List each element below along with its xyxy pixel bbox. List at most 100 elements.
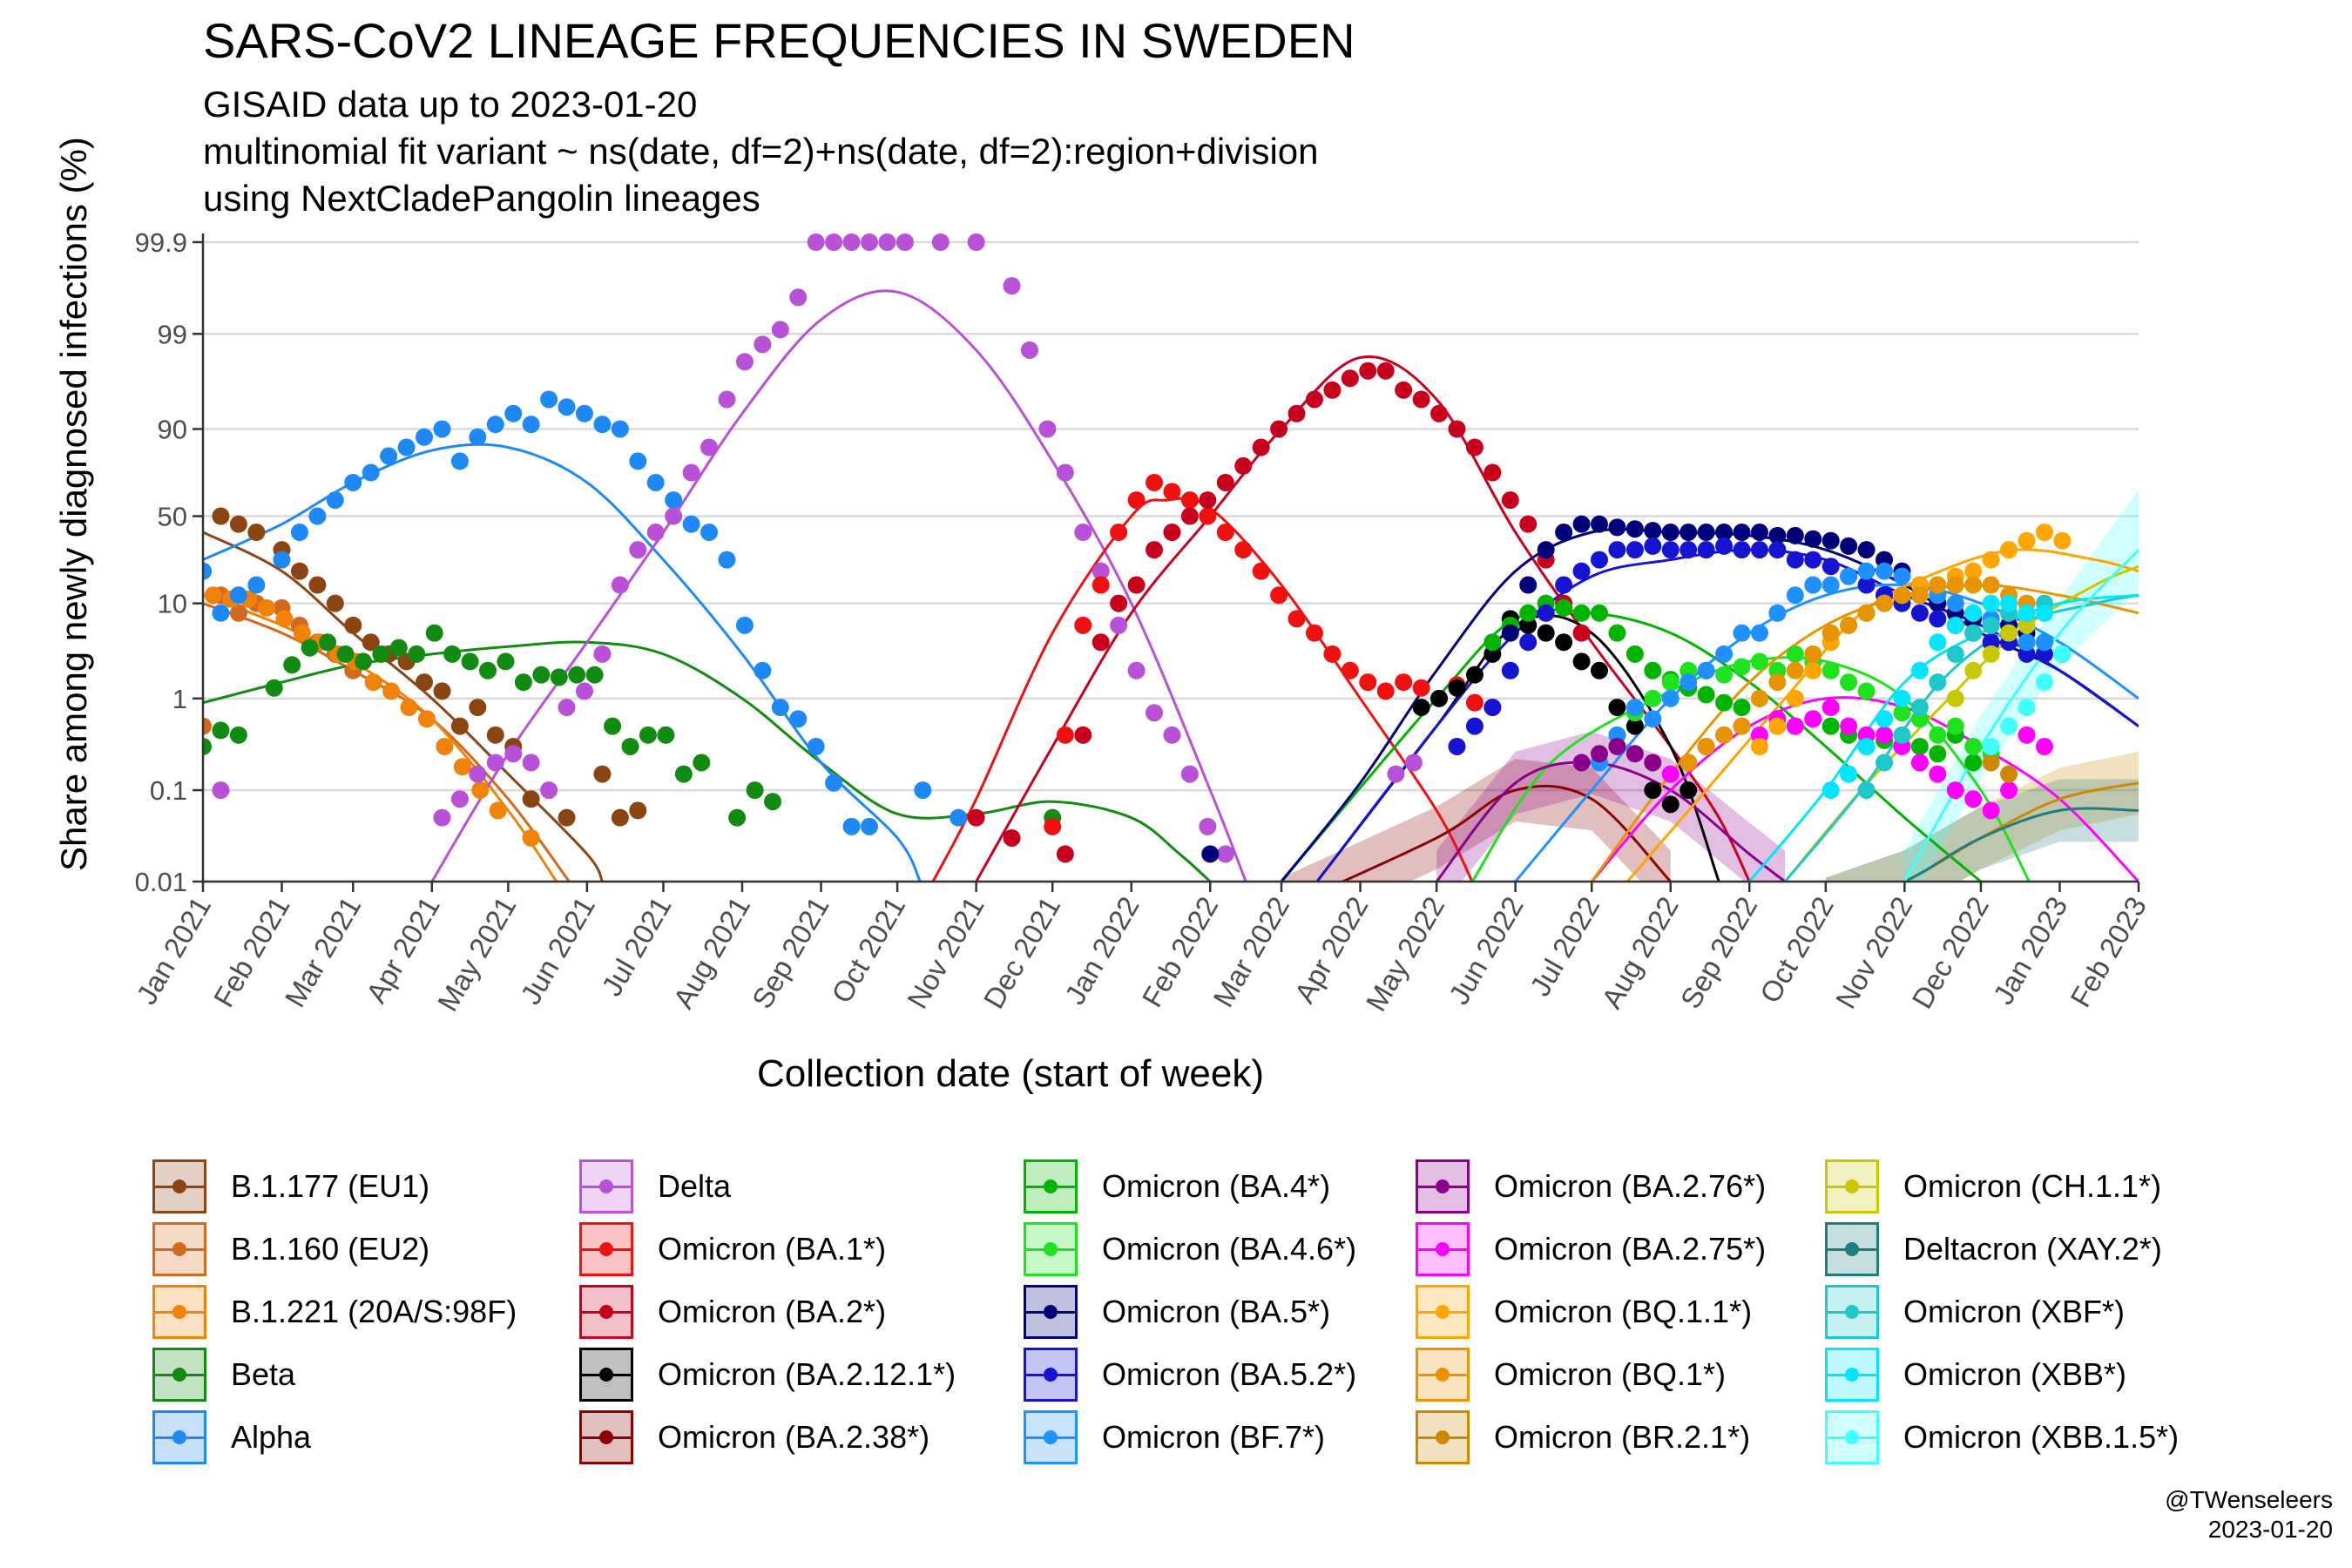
point-omicron-ba-2-12-1 bbox=[1572, 652, 1591, 671]
point-b-1-177-eu1 bbox=[416, 673, 434, 692]
legend-item: Omicron (BA.1*) bbox=[579, 1221, 886, 1277]
legend-item: Alpha bbox=[152, 1409, 311, 1465]
point-omicron-ba-1 bbox=[1252, 562, 1270, 580]
point-alpha bbox=[700, 524, 719, 542]
credit: @TWenseleers 2023-01-20 bbox=[2165, 1485, 2333, 1544]
point-omicron-ba-2-75 bbox=[2035, 737, 2053, 755]
legend-key bbox=[579, 1222, 633, 1276]
point-alpha bbox=[860, 817, 878, 835]
y-axis-label: Share among newly diagnosed infections (… bbox=[53, 137, 94, 871]
point-alpha bbox=[273, 551, 291, 569]
point-omicron-ba-5-2 bbox=[1448, 737, 1466, 755]
band-omicron-ba-2-76 bbox=[1436, 731, 1786, 882]
x-tick-label: Oct 2022 bbox=[1754, 891, 1840, 1008]
point-omicron-xbb bbox=[1946, 616, 1964, 634]
point-beta bbox=[639, 726, 657, 744]
point-alpha bbox=[771, 699, 789, 717]
legend-item: Omicron (BA.2.38*) bbox=[579, 1409, 929, 1465]
point-omicron-ba-1 bbox=[1199, 507, 1217, 525]
point-b-1-177-eu1 bbox=[308, 576, 327, 594]
point-omicron-bq-1 bbox=[1804, 645, 1822, 663]
point-omicron-bq-1 bbox=[1857, 604, 1876, 622]
point-omicron-ba-4-6 bbox=[1840, 673, 1858, 692]
point-beta bbox=[336, 645, 355, 663]
point-delta bbox=[754, 335, 772, 354]
legend-item: B.1.160 (EU2) bbox=[152, 1221, 429, 1277]
point-delta bbox=[825, 233, 843, 251]
point-omicron-ba-4 bbox=[1929, 745, 1947, 763]
legend-key-dot bbox=[1044, 1305, 1058, 1319]
point-beta bbox=[443, 645, 462, 663]
point-omicron-ba-5-2 bbox=[1786, 551, 1804, 569]
point-alpha bbox=[718, 551, 736, 569]
fit-line-delta bbox=[430, 289, 1247, 882]
point-omicron-ba-2 bbox=[1430, 404, 1449, 422]
point-omicron-bf-7 bbox=[1840, 567, 1858, 585]
point-alpha bbox=[203, 562, 212, 580]
point-b-1-221-20a-s-98f bbox=[364, 673, 382, 692]
point-omicron-ba-2 bbox=[1412, 390, 1430, 409]
point-omicron-ba-1 bbox=[1341, 661, 1359, 679]
point-omicron-bq-1 bbox=[1982, 576, 2000, 594]
legend-label: Omicron (XBF*) bbox=[1903, 1294, 2126, 1329]
point-b-1-160-eu2 bbox=[229, 604, 247, 622]
legend-key bbox=[1416, 1159, 1470, 1213]
point-omicron-ba-5 bbox=[1680, 524, 1698, 542]
point-omicron-bf-7 bbox=[1804, 576, 1822, 594]
legend-item: Omicron (XBB*) bbox=[1825, 1347, 2126, 1402]
point-omicron-xbb-1-5 bbox=[2000, 717, 2018, 735]
legend-key bbox=[1416, 1348, 1470, 1402]
point-omicron-bq-1 bbox=[1910, 586, 1929, 605]
legend-item: Omicron (BR.2.1*) bbox=[1416, 1409, 1750, 1465]
x-tick-label: Nov 2022 bbox=[1829, 891, 1919, 1014]
legend-key-dot bbox=[599, 1305, 613, 1319]
legend-key-dot bbox=[1436, 1368, 1450, 1382]
point-omicron-ba-4 bbox=[1644, 661, 1662, 679]
point-alpha bbox=[825, 774, 843, 792]
point-omicron-xbf bbox=[1893, 726, 1911, 744]
point-omicron-ba-5-2 bbox=[1465, 717, 1484, 735]
point-omicron-ba-1 bbox=[1044, 817, 1062, 835]
point-omicron-ba-5 bbox=[1625, 520, 1644, 538]
y-tick-label: 99 bbox=[158, 319, 187, 349]
point-omicron-ba-5-2 bbox=[1661, 541, 1680, 559]
legend-label: B.1.160 (EU2) bbox=[231, 1231, 430, 1267]
point-omicron-ba-5 bbox=[1590, 515, 1608, 533]
point-omicron-bf-7 bbox=[1680, 673, 1698, 692]
legend-key-dot bbox=[1436, 1305, 1450, 1319]
point-omicron-xbf bbox=[1946, 645, 1964, 663]
point-beta bbox=[764, 793, 782, 811]
point-delta bbox=[522, 754, 540, 772]
legend-key-dot bbox=[1436, 1242, 1450, 1256]
point-omicron-bq-1-1 bbox=[1786, 689, 1804, 707]
y-axis: 0.01 0.1 1 10 50 90 99 99.9 bbox=[135, 227, 2139, 897]
point-delta bbox=[842, 233, 861, 251]
point-omicron-xbb-1-5 bbox=[2053, 645, 2072, 663]
legend-item: Omicron (BA.5*) bbox=[1024, 1284, 1330, 1340]
point-delta bbox=[1110, 616, 1128, 634]
point-omicron-ba-2-75 bbox=[1910, 754, 1929, 772]
point-omicron-ba-1 bbox=[1234, 541, 1253, 559]
point-delta bbox=[1163, 726, 1181, 744]
point-alpha bbox=[593, 416, 612, 434]
band-omicron-br-2-1 bbox=[1825, 751, 2139, 882]
point-omicron-br-2-1 bbox=[1982, 754, 2000, 772]
point-omicron-bq-1-1 bbox=[1750, 737, 1768, 755]
point-alpha bbox=[646, 473, 665, 491]
point-omicron-ba-4 bbox=[1555, 598, 1573, 617]
fit-line-omicron-ba-2-38 bbox=[1339, 784, 1672, 882]
point-delta bbox=[700, 438, 719, 456]
point-omicron-ba-2-12-1 bbox=[1661, 795, 1680, 814]
legend-key-dot bbox=[599, 1368, 613, 1382]
legend-label: B.1.177 (EU1) bbox=[231, 1168, 430, 1204]
legend-label: Omicron (BA.2*) bbox=[658, 1294, 887, 1329]
point-omicron-ba-2-12-1 bbox=[1644, 781, 1662, 800]
legend-item: Omicron (BA.4*) bbox=[1024, 1159, 1330, 1214]
legend-label: Omicron (XBB.1.5*) bbox=[1903, 1419, 2180, 1455]
point-beta bbox=[461, 652, 479, 671]
point-delta bbox=[718, 390, 736, 409]
fit-line-omicron-bf-7 bbox=[1514, 583, 2139, 882]
point-omicron-ba-2 bbox=[1323, 381, 1342, 399]
legend-key bbox=[1825, 1285, 1879, 1339]
point-delta bbox=[540, 781, 558, 800]
